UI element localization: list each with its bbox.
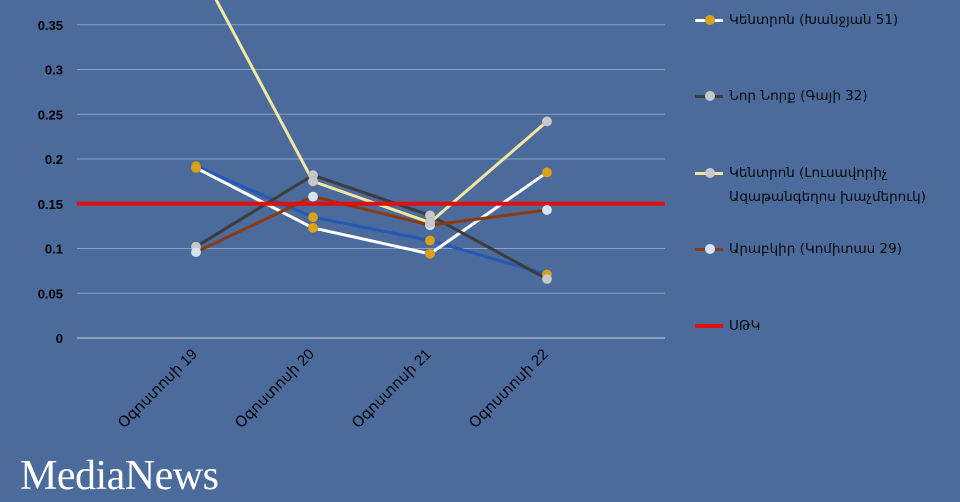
series-line [195, 173, 548, 281]
y-tick-label: 0.3 [45, 63, 63, 78]
legend-label: Նոր Նորք (Գայի 32) [729, 88, 868, 104]
legend-item: Նոր Նորք (Գայի 32) [695, 84, 944, 108]
data-point [424, 248, 436, 260]
plot-area [77, 0, 665, 338]
x-tick-label: Օգոստոսի 22 [466, 346, 552, 432]
data-point [424, 235, 436, 246]
legend-label: Արաբկիր (Կոմիտաս 29) [729, 241, 902, 257]
y-tick-label: 0.05 [38, 286, 63, 301]
y-tick-label: 0.1 [45, 242, 63, 257]
data-point [307, 191, 319, 202]
data-point [190, 162, 202, 174]
y-tick-label: 0 [56, 331, 63, 346]
legend: Կենտրոն (Խանջյան 51) Նոր Նորք (Գայի 32) … [695, 0, 960, 502]
data-point [541, 116, 553, 127]
data-point [424, 217, 436, 228]
data-point [190, 246, 202, 258]
data-point [541, 273, 553, 285]
watermark-logo: MediaNews [20, 453, 219, 499]
series-line [195, 164, 548, 276]
legend-swatch [695, 8, 725, 32]
series-line [195, 166, 548, 256]
y-tick-label: 0.2 [45, 152, 63, 167]
data-point [307, 176, 319, 187]
legend-label: Կենտրոն (Խանջյան 51) [729, 12, 899, 28]
series-line [195, 195, 548, 254]
legend-swatch [695, 84, 725, 108]
legend-label: ՍԹԿ [729, 318, 761, 334]
legend-item: ՍԹԿ [695, 314, 944, 338]
legend-swatch [695, 314, 725, 338]
data-point [541, 167, 553, 178]
legend-label: Կենտրոն (Լուսավորիչ Ազաթանգեղոս խաչմերու… [729, 165, 926, 205]
data-point [541, 204, 553, 216]
y-tick-label: 0.35 [38, 18, 63, 33]
y-axis: 0 0.05 0.1 0.15 0.2 0.25 0.3 0.35 [38, 18, 63, 346]
legend-item: Կենտրոն (Խանջյան 51) [695, 8, 944, 32]
markers-group [190, 116, 553, 285]
legend-swatch [695, 237, 725, 261]
x-axis: Օգոստոսի 19 Օգոստոսի 20 Օգոստոսի 21 Օգոստոս… [115, 346, 552, 432]
data-point [307, 211, 319, 223]
legend-item: Կենտրոն (Լուսավորիչ Ազաթանգեղոս խաչմերու… [695, 161, 944, 209]
data-point [307, 222, 319, 234]
y-tick-label: 0.15 [38, 197, 63, 212]
x-tick-label: Օգոստոսի 19 [115, 346, 201, 432]
legend-swatch [695, 161, 725, 185]
y-tick-label: 0.25 [38, 107, 63, 122]
x-tick-label: Օգոստոսի 20 [232, 346, 318, 432]
legend-item: Արաբկիր (Կոմիտաս 29) [695, 237, 944, 261]
x-tick-label: Օգոստոսի 21 [349, 346, 435, 432]
